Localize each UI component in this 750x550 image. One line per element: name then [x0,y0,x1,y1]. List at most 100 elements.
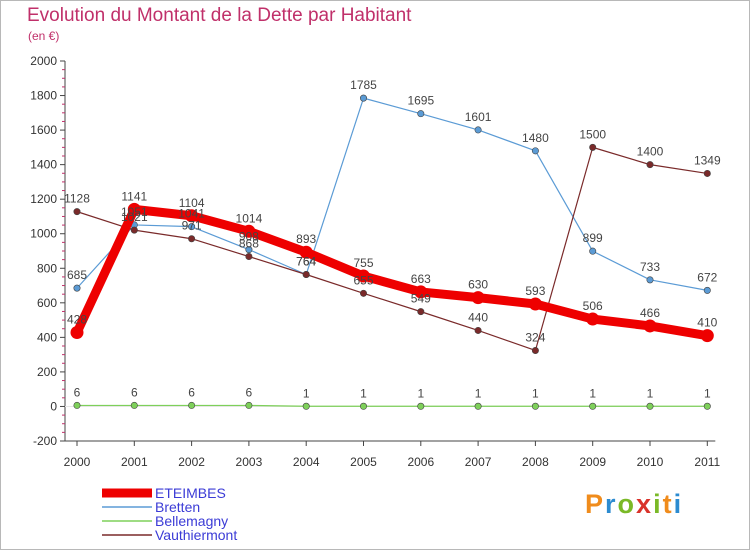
x-tick-label: 2002 [178,455,205,469]
data-label: 1051 [121,205,148,219]
data-label: 6 [188,385,195,399]
x-tick-label: 2003 [236,455,263,469]
y-tick-label: 0 [50,399,57,413]
data-point [703,169,711,177]
legend-label: Vauthiermont [155,527,237,543]
data-point [359,289,367,297]
data-label: 1349 [694,153,721,167]
data-point [130,401,138,409]
series-line-eteimbes [72,204,712,341]
data-label: 1021 [121,210,148,224]
chart-title: Evolution du Montant de la Dette par Hab… [27,5,412,26]
logo-letter: i [673,489,684,519]
data-label: 1 [360,386,367,400]
data-point [589,402,597,410]
data-label: 1500 [579,127,606,141]
data-point [531,346,539,354]
y-tick-label: 1800 [30,89,57,103]
data-point [531,147,539,155]
legend-label: Bellemagny [155,513,228,529]
x-tick-label: 2007 [465,455,492,469]
data-label: 672 [697,270,717,284]
data-label: 764 [296,254,316,268]
data-point [471,291,485,305]
data-point [302,402,310,410]
data-point [73,208,81,216]
data-point [700,329,714,343]
y-tick-label: 1400 [30,158,57,172]
data-label: 868 [239,237,259,251]
logo-letter: P [585,489,606,519]
data-point [73,284,81,292]
data-point [245,401,253,409]
data-point [646,276,654,284]
y-tick-label: 1000 [30,227,57,241]
data-label: 410 [697,316,717,330]
data-label: 630 [468,278,488,292]
data-label: 663 [411,272,431,286]
series-line-vauthiermont [76,146,708,352]
x-tick-label: 2001 [121,455,148,469]
x-tick-label: 2005 [350,455,377,469]
y-tick-label: 600 [37,296,57,310]
data-label: 1 [532,386,539,400]
data-point [646,402,654,410]
y-tick-label: -200 [33,434,57,448]
data-point [414,285,428,299]
data-label: 1480 [522,131,549,145]
data-point [528,297,542,311]
data-label: 685 [67,268,87,282]
y-tick-label: 800 [37,261,57,275]
y-tick-label: 1200 [30,192,57,206]
x-tick-label: 2009 [579,455,606,469]
proxiti-logo: Proxiti [585,489,683,520]
data-label: 764 [296,254,316,268]
x-tick-label: 2011 [694,455,720,469]
data-label: 655 [353,273,373,287]
series-line-bretten [76,97,708,291]
data-label: 908 [239,230,259,244]
data-label: 1 [417,386,424,400]
data-label: 1 [704,386,711,400]
data-label: 1695 [407,94,434,108]
data-point [302,270,310,278]
data-point [245,246,253,254]
data-label: 899 [583,231,603,245]
data-point [646,161,654,169]
logo-letter: r [605,489,618,519]
y-tick-label: 2000 [30,54,57,68]
data-point [417,308,425,316]
data-point [474,126,482,134]
data-point [357,269,370,283]
series-line-bellemagny [76,404,708,407]
data-point [73,401,81,409]
data-point [531,402,539,410]
data-label: 1 [303,386,310,400]
data-point [589,143,597,151]
data-label: 506 [583,299,603,313]
x-tick-label: 2006 [407,455,434,469]
data-label: 755 [353,256,373,270]
data-label: 6 [131,385,138,399]
y-tick-label: 1600 [30,123,57,137]
data-label: 549 [411,292,431,306]
data-point [703,286,711,294]
data-point [70,326,84,340]
data-label: 1400 [637,145,664,159]
data-label: 1104 [179,196,205,210]
logo-letter: i [653,489,663,519]
data-point [242,224,256,238]
data-label: 971 [182,219,202,233]
data-point [127,202,141,216]
data-point [188,223,196,231]
data-label: 466 [640,306,660,320]
data-label: 1601 [465,110,492,124]
x-tick-label: 2004 [293,455,320,469]
data-point [185,209,199,223]
data-point [474,326,482,334]
data-label: 1141 [121,189,147,203]
logo-letter: x [636,489,654,519]
data-point [299,245,313,259]
